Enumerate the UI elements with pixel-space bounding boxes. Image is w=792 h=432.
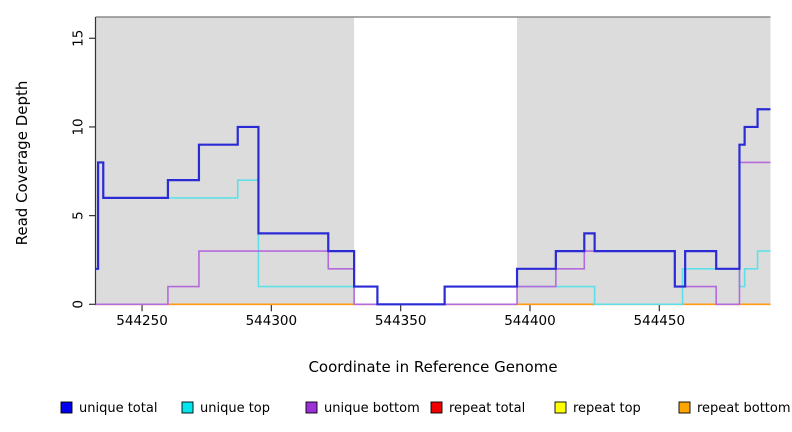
y-tick-label: 15 [71, 30, 87, 47]
series-unique-total [95, 108, 771, 306]
legend-swatch-repeat-total [430, 401, 443, 414]
shaded-regions [95, 17, 771, 305]
legend-item-unique-total: unique total [60, 401, 157, 416]
legend-swatch-repeat-bottom [678, 401, 691, 414]
y-tick-label: 10 [71, 118, 87, 135]
legend-item-unique-bottom: unique bottom [305, 401, 420, 416]
x-axis-title: Coordinate in Reference Genome [308, 358, 557, 376]
y-tick-label: 5 [71, 211, 87, 220]
data-series [95, 108, 771, 306]
x-tick-label: 544250 [116, 313, 168, 329]
legend: unique total unique top unique bottom repea… [60, 401, 791, 416]
x-tick-label: 544450 [634, 313, 686, 329]
x-tick-label: 544350 [375, 313, 427, 329]
x-tick-label: 544300 [246, 313, 298, 329]
x-tick-label: 544400 [504, 313, 556, 329]
legend-label: repeat total [449, 401, 525, 416]
legend-label: unique total [79, 401, 157, 416]
y-axis-title: Read Coverage Depth [13, 81, 31, 246]
shaded-region-left-flank [95, 17, 355, 305]
legend-swatch-unique-total [60, 401, 73, 414]
legend-label: unique top [200, 401, 270, 416]
series-unique-bottom [95, 161, 771, 306]
legend-item-repeat-total: repeat total [430, 401, 525, 416]
legend-swatch-unique-top [181, 401, 194, 414]
shaded-region-right-flank [517, 17, 771, 305]
tick-labels: 544250 544300 544350 544400 544450 0 5 10 15 [71, 30, 686, 329]
legend-label: unique bottom [324, 401, 420, 416]
legend-item-repeat-top: repeat top [554, 401, 641, 416]
legend-label: repeat top [573, 401, 641, 416]
legend-item-unique-top: unique top [181, 401, 270, 416]
legend-swatch-repeat-top [554, 401, 567, 414]
legend-label: repeat bottom [697, 401, 791, 416]
legend-swatch-unique-bottom [305, 401, 318, 414]
legend-item-repeat-bottom: repeat bottom [678, 401, 791, 416]
y-tick-label: 0 [71, 300, 87, 309]
